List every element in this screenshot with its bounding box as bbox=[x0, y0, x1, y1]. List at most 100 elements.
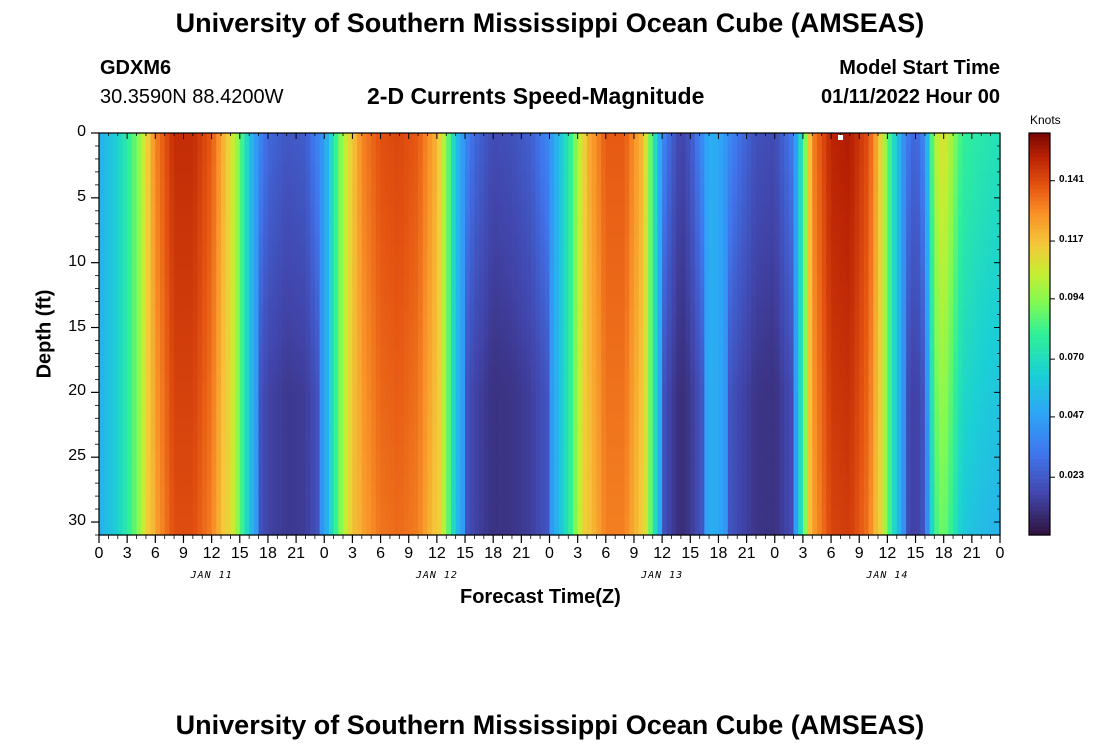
heatmap-cell bbox=[300, 411, 307, 419]
heatmap-cell bbox=[333, 236, 339, 244]
heatmap-cell bbox=[436, 463, 443, 471]
heatmap-cell bbox=[343, 171, 349, 179]
heatmap-cell bbox=[211, 515, 217, 523]
heatmap-cell bbox=[117, 145, 124, 154]
heatmap-cell bbox=[277, 444, 283, 452]
heatmap-cell bbox=[136, 444, 142, 452]
heatmap-cell bbox=[413, 158, 419, 167]
heatmap-cell bbox=[178, 308, 185, 316]
heatmap-cell bbox=[113, 340, 119, 348]
heatmap-cell bbox=[169, 301, 175, 309]
heatmap-cell bbox=[347, 178, 353, 186]
heatmap-cell bbox=[253, 483, 260, 491]
heatmap-cell bbox=[235, 243, 241, 251]
heatmap-cell bbox=[108, 353, 114, 361]
heatmap-cell bbox=[216, 418, 222, 426]
heatmap-cell bbox=[230, 398, 236, 406]
heatmap-cell bbox=[267, 483, 274, 491]
heatmap-cell bbox=[366, 437, 372, 445]
heatmap-cell bbox=[216, 340, 222, 348]
heatmap-cell bbox=[333, 340, 339, 348]
heatmap-cell bbox=[169, 269, 175, 277]
heatmap-cell bbox=[169, 327, 175, 335]
heatmap-cell bbox=[404, 249, 410, 257]
heatmap-cell bbox=[131, 489, 138, 497]
heatmap-cell bbox=[305, 424, 311, 432]
heatmap-cell bbox=[446, 158, 452, 167]
heatmap-cell bbox=[343, 301, 349, 309]
heatmap-cell bbox=[206, 515, 213, 523]
heatmap-cell bbox=[239, 431, 246, 439]
heatmap-cell bbox=[188, 346, 194, 355]
heatmap-cell bbox=[145, 346, 152, 355]
heatmap-cell bbox=[160, 431, 166, 439]
heatmap-cell bbox=[404, 470, 410, 478]
heatmap-cell bbox=[127, 522, 133, 530]
heatmap-cell bbox=[366, 256, 372, 264]
heatmap-cell bbox=[319, 256, 325, 264]
heatmap-cell bbox=[122, 346, 128, 355]
heatmap-cell bbox=[305, 249, 311, 257]
heatmap-cell bbox=[441, 522, 447, 530]
heatmap-cell bbox=[103, 171, 109, 179]
heatmap-cell bbox=[221, 308, 227, 316]
heatmap-cell bbox=[155, 470, 161, 478]
heatmap-cell bbox=[197, 457, 203, 465]
heatmap-cell bbox=[394, 424, 400, 432]
heatmap-cell bbox=[319, 204, 325, 212]
heatmap-cell bbox=[127, 217, 133, 225]
heatmap-cell bbox=[385, 236, 391, 244]
heatmap-cell bbox=[150, 314, 156, 322]
heatmap-cell bbox=[328, 476, 335, 484]
heatmap-cell bbox=[347, 405, 353, 413]
heatmap-cell bbox=[99, 437, 105, 445]
heatmap-cell bbox=[291, 457, 297, 465]
heatmap-cell bbox=[239, 171, 246, 179]
heatmap-cell bbox=[291, 385, 297, 393]
heatmap-cell bbox=[347, 314, 353, 322]
heatmap-cell bbox=[230, 321, 236, 329]
heatmap-cell bbox=[352, 366, 358, 374]
heatmap-cell bbox=[469, 437, 476, 445]
heatmap-cell bbox=[150, 236, 156, 244]
heatmap-cell bbox=[404, 340, 410, 348]
heatmap-cell bbox=[427, 528, 433, 536]
page-title: University of Southern Mississippi Ocean… bbox=[175, 8, 925, 38]
heatmap-cell bbox=[404, 359, 410, 368]
heatmap-cell bbox=[389, 184, 396, 192]
heatmap-cell bbox=[389, 321, 396, 329]
heatmap-cell bbox=[422, 133, 429, 141]
heatmap-cell bbox=[244, 405, 250, 413]
heatmap-cell bbox=[296, 197, 302, 205]
heatmap-cell bbox=[272, 152, 278, 160]
heatmap-cell bbox=[460, 217, 466, 225]
heatmap-cell bbox=[427, 243, 433, 251]
heatmap-cell bbox=[333, 295, 339, 303]
heatmap-cell bbox=[267, 314, 274, 322]
heatmap-cell bbox=[465, 437, 471, 445]
heatmap-cell bbox=[394, 184, 400, 192]
heatmap-cell bbox=[122, 353, 128, 361]
heatmap-cell bbox=[192, 385, 199, 393]
heatmap-cell bbox=[202, 275, 208, 283]
heatmap-cell bbox=[272, 243, 278, 251]
heatmap-cell bbox=[310, 411, 316, 419]
heatmap-cell bbox=[235, 184, 241, 192]
heatmap-cell bbox=[432, 295, 438, 303]
heatmap-cell bbox=[441, 489, 447, 497]
heatmap-cell bbox=[206, 178, 213, 186]
heatmap-cell bbox=[131, 184, 138, 192]
heatmap-cell bbox=[211, 243, 217, 251]
heatmap-cell bbox=[418, 197, 424, 205]
heatmap-cell bbox=[178, 165, 185, 173]
heatmap-cell bbox=[399, 431, 405, 439]
heatmap-cell bbox=[113, 366, 119, 374]
heatmap-cell bbox=[286, 165, 292, 173]
heatmap-cell bbox=[235, 314, 241, 322]
heatmap-cell bbox=[150, 463, 156, 471]
heatmap-cell bbox=[117, 522, 124, 530]
heatmap-cell bbox=[174, 411, 180, 419]
heatmap-cell bbox=[174, 476, 180, 484]
heatmap-cell bbox=[206, 353, 213, 361]
heatmap-cell bbox=[192, 483, 199, 491]
